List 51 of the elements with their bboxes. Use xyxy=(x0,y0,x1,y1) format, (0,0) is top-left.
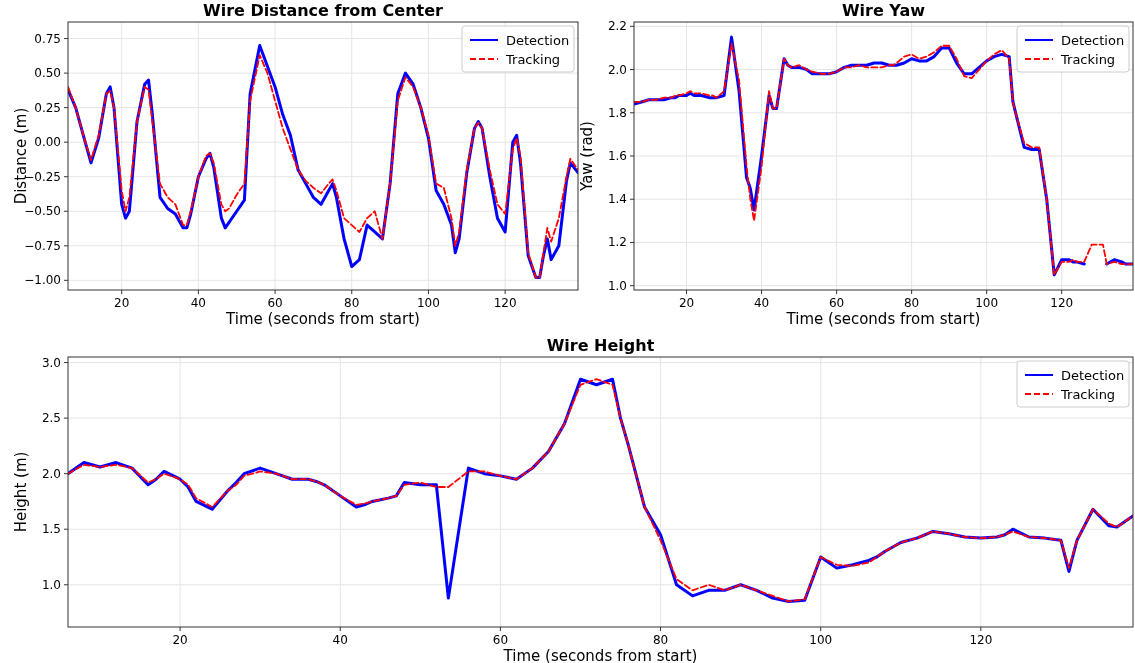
x-tick-label: 60 xyxy=(828,296,845,310)
y-tick-label: −0.50 xyxy=(24,204,61,219)
x-axis-title: Time (seconds from start) xyxy=(502,647,698,663)
y-tick-label: 1.8 xyxy=(607,105,627,120)
legend-label: Tracking xyxy=(1060,52,1116,67)
y-tick-label: 1.6 xyxy=(607,149,627,163)
x-tick-label: 40 xyxy=(332,633,348,647)
y-tick-label: 2.5 xyxy=(41,411,61,426)
y-tick-label: 2.0 xyxy=(607,62,627,77)
x-tick-label: 60 xyxy=(267,296,283,310)
y-axis-title: Yaw (rad) xyxy=(578,121,596,192)
legend-label: Detection xyxy=(1061,33,1125,48)
chart-title: Wire Height xyxy=(546,336,655,355)
y-tick-label: 1.5 xyxy=(41,522,61,537)
x-tick-label: 80 xyxy=(344,296,360,310)
chart-title: Wire Distance from Center xyxy=(203,1,444,20)
y-tick-label: 2.0 xyxy=(41,466,61,481)
y-tick-label: 2.2 xyxy=(607,19,627,34)
x-axis-title: Time (seconds from start) xyxy=(785,310,981,328)
x-tick-label: 40 xyxy=(753,296,770,310)
y-tick-label: −1.00 xyxy=(24,273,61,288)
x-tick-label: 20 xyxy=(678,296,695,310)
x-tick-label: 100 xyxy=(809,633,833,647)
y-tick-label: 0.50 xyxy=(34,66,61,81)
y-tick-label: −0.75 xyxy=(24,238,61,253)
y-axis-title: Height (m) xyxy=(12,451,30,533)
x-tick-label: 100 xyxy=(417,296,440,310)
y-tick-label: 1.0 xyxy=(607,278,627,293)
y-tick-label: 0.75 xyxy=(34,31,61,46)
x-tick-label: 40 xyxy=(190,296,207,310)
y-tick-label: 1.0 xyxy=(41,577,61,592)
legend-label: Tracking xyxy=(1060,387,1116,402)
y-tick-label: 0.25 xyxy=(34,100,61,115)
x-tick-label: 120 xyxy=(1050,296,1074,310)
legend-label: Detection xyxy=(506,33,570,48)
chart-title: Wire Yaw xyxy=(841,1,926,20)
y-tick-label: 1.4 xyxy=(607,192,627,207)
x-tick-label: 20 xyxy=(114,296,130,310)
legend-label: Tracking xyxy=(505,52,561,67)
legend-label: Detection xyxy=(1061,368,1125,383)
y-tick-label: 0.00 xyxy=(34,135,61,150)
y-tick-label: 1.2 xyxy=(607,235,627,250)
x-tick-label: 20 xyxy=(172,633,188,647)
y-tick-label: 3.0 xyxy=(41,355,61,370)
x-tick-label: 80 xyxy=(904,296,920,310)
x-tick-label: 60 xyxy=(492,633,509,647)
x-tick-label: 80 xyxy=(652,633,669,647)
x-tick-label: 100 xyxy=(975,296,999,310)
x-tick-label: 120 xyxy=(969,633,993,647)
x-tick-label: 120 xyxy=(493,296,517,310)
x-axis-title: Time (seconds from start) xyxy=(225,310,420,328)
